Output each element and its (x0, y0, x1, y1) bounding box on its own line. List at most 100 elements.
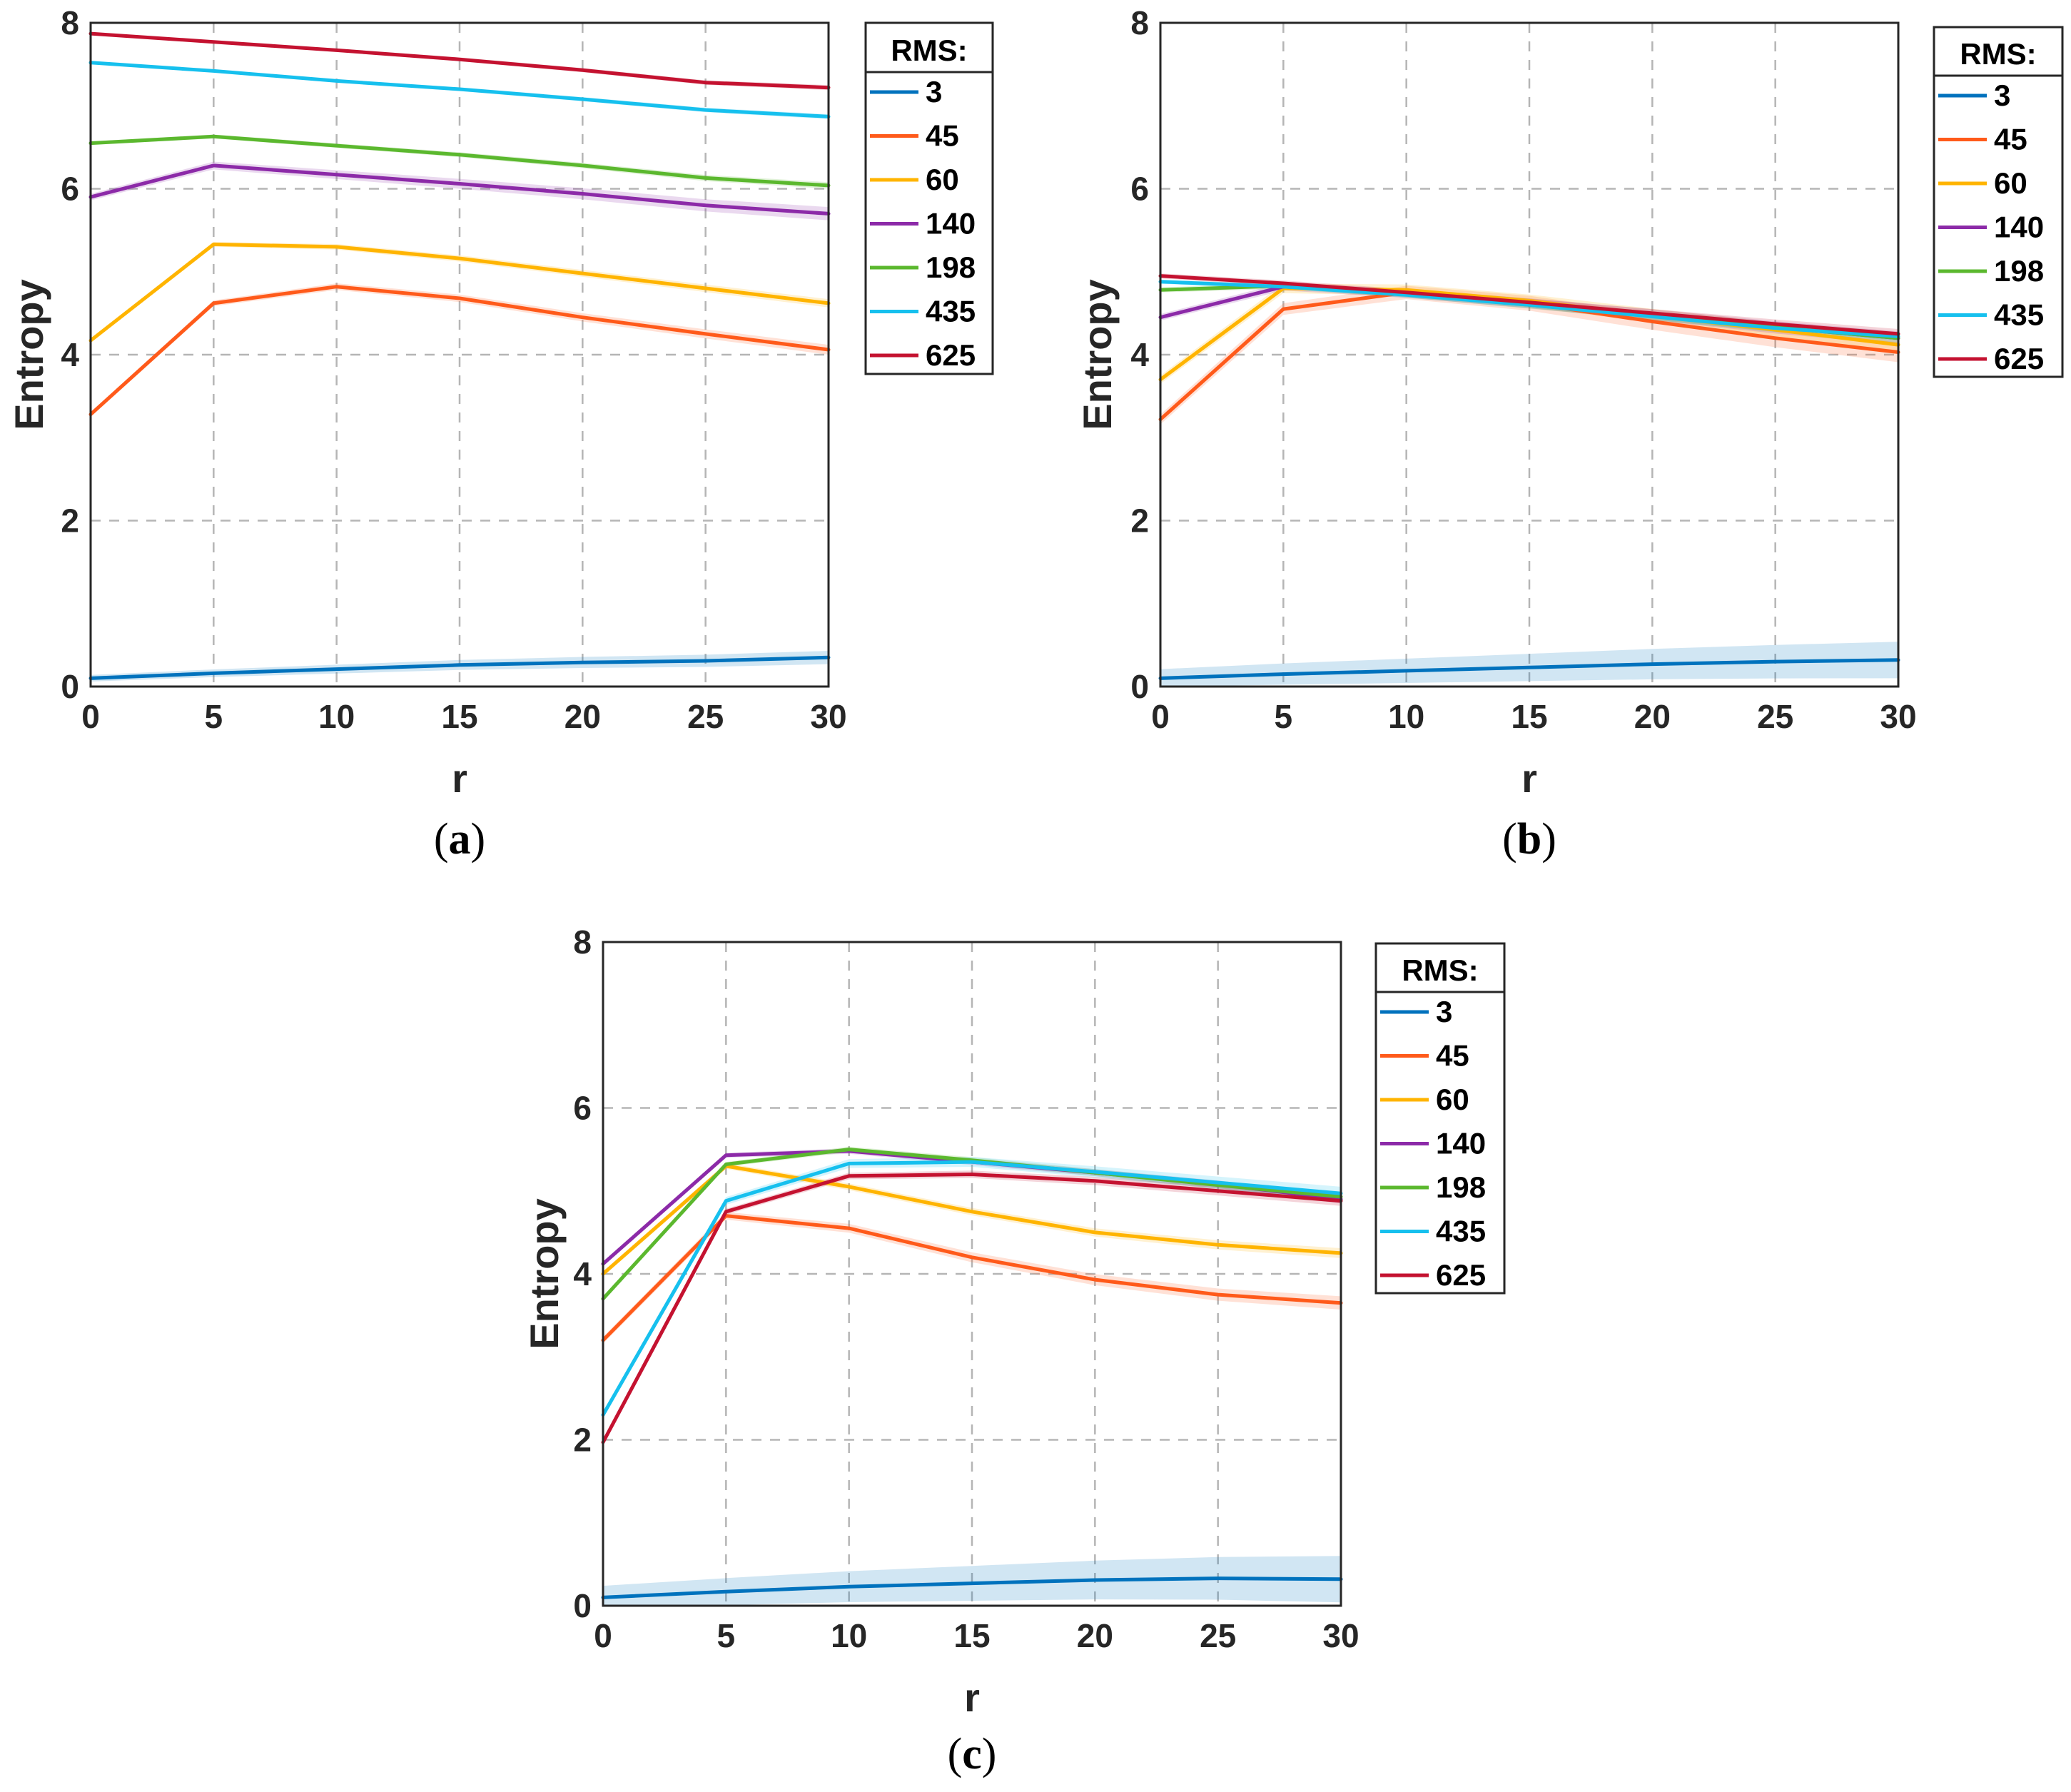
legend-label: 435 (926, 295, 976, 328)
y-tick-label: 6 (61, 171, 79, 208)
x-tick-label: 15 (441, 698, 477, 735)
caption-letter: b (1517, 815, 1541, 864)
legend-label: 140 (926, 207, 976, 241)
legend-item: 435 (1938, 298, 2044, 332)
series-line-rms-3 (601, 1576, 1343, 1599)
legend-item: 45 (870, 119, 959, 153)
caption-close: ) (982, 1730, 997, 1778)
legend: RMS: 3 45 60 140 198 435 625 (1933, 26, 2064, 378)
series-line-rms-435 (1158, 280, 1900, 338)
y-tick-labels: 0 2 4 6 8 (1130, 4, 1149, 705)
series-line-rms-625 (601, 1173, 1343, 1444)
y-tick-label: 4 (1130, 336, 1149, 373)
y-tick-labels: 0 2 4 6 8 (61, 4, 79, 705)
x-tick-label: 25 (687, 698, 724, 735)
y-tick-label: 2 (1130, 502, 1149, 540)
series-line-rms-625 (88, 31, 831, 90)
caption-open: ( (434, 815, 449, 864)
legend-label: 198 (926, 250, 976, 284)
band-rms-435 (1160, 279, 1898, 341)
x-tick-label: 30 (1880, 698, 1916, 735)
grid-lines (91, 23, 829, 687)
caption-close: ) (471, 815, 486, 864)
legend-items: 3 45 60 140 198 435 625 (1938, 79, 2044, 375)
y-tick-label: 2 (573, 1422, 592, 1459)
legend-item: 198 (1938, 254, 2044, 288)
panel-a: 0 5 10 15 20 25 30 0 2 4 6 8 r Entropy RMS: 3 45 60 1… (6, 4, 994, 864)
legend-label: 140 (1994, 211, 2044, 244)
x-tick-label: 5 (717, 1617, 736, 1654)
y-axis-label: Entropy (522, 1198, 567, 1350)
legend-items: 3 45 60 140 198 435 625 (870, 75, 976, 372)
legend-title: RMS: (891, 34, 967, 67)
y-tick-label: 8 (61, 4, 79, 41)
caption-letter: c (962, 1730, 982, 1778)
series-line-rms-3 (1158, 658, 1900, 680)
legend-label: 60 (1436, 1083, 1469, 1116)
series-line-rms-435 (88, 61, 831, 118)
series-line-rms-60 (88, 242, 831, 343)
y-axis-label: Entropy (6, 279, 51, 430)
legend-label: 435 (1436, 1215, 1486, 1248)
x-tick-label: 20 (1634, 698, 1671, 735)
caption: (a) (434, 815, 485, 864)
legend-item: 140 (1938, 211, 2044, 244)
y-tick-label: 4 (573, 1255, 592, 1292)
grid-lines (1160, 23, 1898, 687)
legend-item: 60 (1380, 1083, 1469, 1116)
legend-label: 3 (926, 75, 942, 108)
x-tick-label: 0 (1151, 698, 1170, 735)
x-tick-label: 25 (1757, 698, 1793, 735)
series-line-rms-45 (601, 1214, 1343, 1342)
x-tick-label: 30 (1322, 1617, 1359, 1654)
caption-letter: a (449, 815, 471, 864)
series-line-rms-3 (88, 655, 831, 680)
x-tick-label: 5 (205, 698, 223, 735)
y-tick-label: 8 (573, 923, 592, 961)
x-tick-labels: 0 5 10 15 20 25 30 (81, 698, 846, 735)
legend-item: 625 (1380, 1258, 1486, 1292)
legend-box (864, 21, 994, 375)
series-line-rms-140 (88, 163, 831, 216)
x-axis-label: r (452, 756, 467, 801)
legend-label: 3 (1436, 995, 1452, 1028)
series-line-rms-198 (88, 134, 831, 188)
legend-label: 625 (1436, 1258, 1486, 1292)
legend-label: 435 (1994, 298, 2044, 332)
caption-open: ( (1502, 815, 1517, 864)
y-tick-labels: 0 2 4 6 8 (573, 923, 592, 1624)
series-lines (1158, 274, 1900, 680)
legend-item: 140 (870, 207, 976, 241)
legend: RMS: 3 45 60 140 198 435 625 (1374, 942, 1506, 1295)
legend-label: 45 (1994, 123, 2027, 156)
x-axis-label: r (964, 1675, 980, 1720)
x-tick-labels: 0 5 10 15 20 25 30 (594, 1617, 1359, 1654)
legend-label: 198 (1436, 1170, 1486, 1204)
legend-item: 435 (1380, 1215, 1486, 1248)
legend-label: 45 (1436, 1039, 1469, 1073)
plot-border (1159, 21, 1900, 688)
panel-c: 0 5 10 15 20 25 30 0 2 4 6 8 r Entropy RMS: 3 45 60 1… (522, 923, 1506, 1778)
panel-b: 0 5 10 15 20 25 30 0 2 4 6 8 r Entropy RMS: 3 45 60 1… (1075, 4, 2064, 864)
y-tick-label: 2 (61, 502, 79, 540)
series-line-rms-45 (88, 285, 831, 417)
y-tick-label: 0 (573, 1587, 592, 1624)
caption-close: ) (1541, 815, 1556, 864)
x-tick-label: 10 (831, 1617, 867, 1654)
band-rms-3 (603, 1556, 1341, 1606)
legend-item: 625 (870, 338, 976, 372)
y-tick-label: 6 (573, 1090, 592, 1127)
band-rms-625 (603, 1170, 1341, 1445)
legend-item: 198 (1380, 1170, 1486, 1204)
legend-label: 625 (1994, 342, 2044, 375)
x-tick-label: 10 (1388, 698, 1424, 735)
x-tick-label: 25 (1200, 1617, 1236, 1654)
series-lines (601, 1148, 1343, 1599)
band-rms-140 (91, 161, 829, 221)
series-line-rms-625 (1158, 274, 1900, 336)
x-tick-labels: 0 5 10 15 20 25 30 (1151, 698, 1916, 735)
x-tick-label: 10 (318, 698, 355, 735)
legend-box (1933, 26, 2064, 378)
x-tick-label: 0 (81, 698, 100, 735)
